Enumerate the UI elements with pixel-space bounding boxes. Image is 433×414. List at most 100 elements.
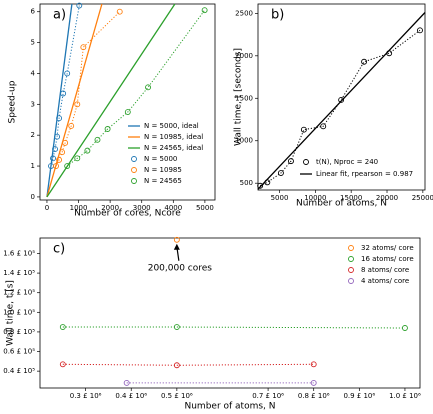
data-point bbox=[56, 156, 63, 163]
data-point bbox=[76, 2, 83, 9]
series-line bbox=[259, 29, 421, 187]
data-point bbox=[361, 58, 368, 65]
data-point bbox=[74, 101, 81, 108]
data-point bbox=[338, 97, 345, 103]
data-point bbox=[80, 44, 87, 51]
y-tick-label: 3 bbox=[31, 100, 35, 108]
series-line bbox=[46, 3, 176, 198]
x-tick-label: 5000 bbox=[196, 204, 214, 212]
series-line bbox=[62, 363, 314, 366]
data-point bbox=[53, 163, 59, 169]
data-point bbox=[310, 361, 317, 368]
y-tick-label: 6 bbox=[31, 8, 36, 16]
y-tick-label: 4 bbox=[31, 69, 36, 77]
data-point bbox=[54, 133, 61, 140]
series-line bbox=[62, 326, 405, 329]
legend-label: N = 24565, ideal bbox=[144, 144, 203, 152]
legend-marker bbox=[348, 267, 354, 273]
legend-marker bbox=[348, 256, 354, 262]
x-tick-label: 0.9 £ 10⁶ bbox=[343, 392, 375, 400]
data-point bbox=[62, 139, 69, 146]
data-point bbox=[310, 379, 317, 386]
data-point bbox=[59, 361, 66, 368]
data-point bbox=[300, 126, 307, 133]
data-point bbox=[417, 27, 423, 34]
data-point bbox=[94, 136, 101, 143]
x-tick-label: 0.4 £ 10⁶ bbox=[115, 392, 147, 400]
legend-label: Linear fit, rpearson = 0.987 bbox=[316, 170, 413, 178]
data-point bbox=[123, 379, 130, 386]
x-axis-label: Number of atoms, N bbox=[184, 402, 275, 412]
data-point bbox=[84, 147, 91, 154]
y-axis-label: Wall time, t [s] bbox=[6, 280, 16, 346]
data-point bbox=[64, 163, 71, 169]
x-tick-label: 5000 bbox=[271, 194, 289, 202]
annotation: 200,000 cores bbox=[148, 263, 213, 273]
series-line bbox=[46, 3, 73, 197]
data-point bbox=[124, 109, 131, 115]
x-tick-label: 10000 bbox=[304, 194, 326, 202]
panel-label: b) bbox=[271, 8, 284, 23]
y-tick-label: 1500 bbox=[235, 94, 253, 102]
legend-marker bbox=[131, 167, 137, 173]
x-axis-label: Number of cores, Ncore bbox=[74, 209, 181, 219]
x-tick-label: 3000 bbox=[133, 204, 151, 212]
y-tick-label: 2 bbox=[31, 131, 35, 139]
x-tick-label: 0.8 £ 10⁶ bbox=[298, 392, 330, 400]
x-tick-label: 15000 bbox=[340, 194, 362, 202]
y-tick-label: 0 bbox=[31, 193, 35, 201]
data-point bbox=[52, 146, 58, 153]
y-tick-label: 1.0 £ 10⁵ bbox=[3, 308, 35, 316]
x-tick-label: 1.0 £ 10⁶ bbox=[389, 392, 421, 400]
y-axis-label: Speed-up bbox=[8, 80, 18, 123]
legend-label: N = 10985 bbox=[144, 166, 182, 174]
plot-frame bbox=[257, 3, 426, 191]
panel-label: a) bbox=[53, 8, 66, 23]
y-tick-label: 5 bbox=[31, 39, 35, 47]
data-point bbox=[59, 149, 66, 156]
x-tick-label: 0.3 £ 10⁶ bbox=[70, 392, 102, 400]
legend-label: N = 5000 bbox=[144, 155, 177, 163]
x-tick-label: 0.5 £ 10⁶ bbox=[161, 392, 193, 400]
legend-marker bbox=[348, 278, 354, 284]
x-tick-label: 4000 bbox=[164, 204, 182, 212]
x-tick-label: 0.7 £ 10⁶ bbox=[252, 392, 284, 400]
data-point bbox=[59, 324, 66, 330]
plot-frame bbox=[39, 3, 216, 201]
data-point bbox=[50, 155, 56, 162]
y-tick-label: 2000 bbox=[235, 52, 253, 60]
legend-label: 16 atoms/ core bbox=[361, 255, 414, 263]
y-tick-label: 1.6 £ 10⁵ bbox=[3, 249, 35, 257]
y-tick-label: 1.2 £ 10⁵ bbox=[3, 289, 35, 297]
y-tick-label: 1000 bbox=[235, 137, 253, 145]
data-point bbox=[173, 236, 180, 243]
legend-label: 8 atoms/ core bbox=[361, 266, 409, 274]
x-tick-label: 20000 bbox=[376, 194, 398, 202]
legend-label: N = 24565 bbox=[144, 177, 182, 185]
x-tick-label: 25000 bbox=[412, 194, 433, 202]
annotation-arrowhead bbox=[173, 243, 180, 250]
y-tick-label: 1 bbox=[31, 162, 35, 170]
x-tick-label: 2000 bbox=[101, 204, 119, 212]
series-line bbox=[257, 12, 426, 190]
x-tick-label: 0 bbox=[45, 204, 49, 212]
data-point bbox=[257, 182, 264, 189]
y-tick-label: 500 bbox=[240, 179, 253, 187]
legend-label: t(N), Nproc = 240 bbox=[316, 158, 378, 166]
legend-label: N = 10985, ideal bbox=[144, 133, 203, 141]
data-point bbox=[173, 362, 180, 369]
data-point bbox=[145, 84, 151, 91]
data-point bbox=[60, 90, 67, 97]
y-tick-label: 1.4 £ 10⁵ bbox=[3, 269, 35, 277]
data-point bbox=[104, 126, 111, 132]
y-axis-label: Wall time, t [seconds] bbox=[234, 48, 244, 146]
data-point bbox=[288, 158, 294, 165]
data-point bbox=[64, 70, 71, 77]
y-tick-label: 0.8 £ 10⁵ bbox=[3, 328, 35, 336]
plot-frame bbox=[39, 237, 421, 389]
data-point bbox=[116, 8, 123, 15]
x-tick-label: 1000 bbox=[70, 204, 88, 212]
legend-marker bbox=[131, 178, 137, 184]
series-line bbox=[46, 3, 103, 198]
series-line bbox=[55, 11, 121, 167]
